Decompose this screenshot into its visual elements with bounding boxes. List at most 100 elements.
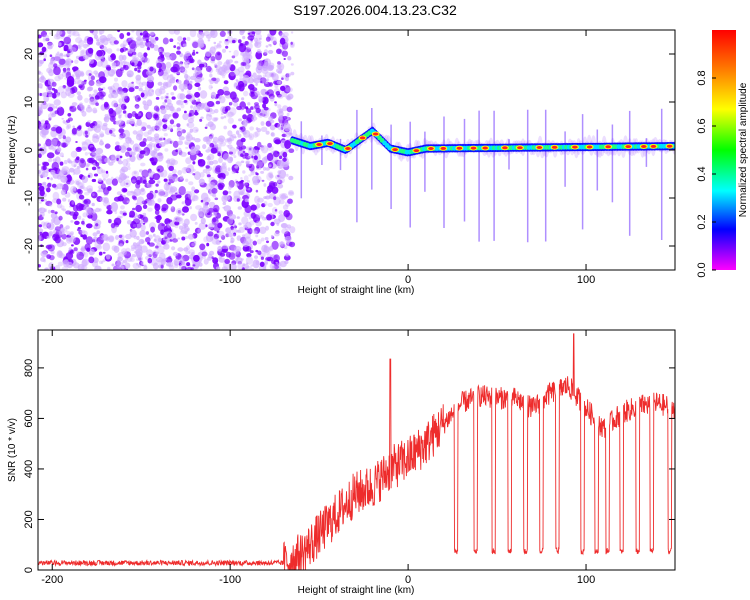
y-tick-label: 0 xyxy=(23,147,35,153)
noise-blob xyxy=(167,99,172,105)
noise-blob xyxy=(208,231,214,236)
noise-blob xyxy=(263,183,266,187)
noise-blob xyxy=(207,101,214,107)
noise-blob xyxy=(51,127,57,131)
noise-blob xyxy=(181,262,185,265)
noise-blob xyxy=(76,70,80,75)
noise-blob xyxy=(253,132,258,138)
noise-blob xyxy=(274,103,277,106)
noise-blob xyxy=(241,258,244,260)
noise-blob xyxy=(136,263,138,266)
noise-blob xyxy=(267,185,273,192)
noise-blob xyxy=(286,73,291,77)
noise-blob xyxy=(214,143,218,147)
noise-blob xyxy=(126,240,129,243)
colorbar-gradient xyxy=(712,30,736,270)
noise-blob xyxy=(56,53,60,56)
noise-blob xyxy=(156,165,164,172)
noise-blob xyxy=(123,213,127,216)
noise-blob xyxy=(225,106,231,111)
noise-blob xyxy=(246,147,250,151)
noise-blob xyxy=(60,205,65,208)
noise-blob xyxy=(274,232,280,236)
band-hotspot xyxy=(651,145,657,148)
noise-blob xyxy=(227,157,233,164)
noise-blob xyxy=(153,173,160,180)
noise-blob xyxy=(54,99,61,106)
y-tick-label: 800 xyxy=(23,359,35,377)
noise-blob xyxy=(183,54,189,60)
noise-blob xyxy=(242,119,248,125)
noise-blob xyxy=(194,112,199,116)
noise-blob xyxy=(51,139,57,146)
noise-blob xyxy=(75,141,78,143)
noise-blob xyxy=(243,151,246,154)
y-tick-label: -20 xyxy=(23,238,35,254)
noise-blob xyxy=(49,203,53,206)
noise-blob xyxy=(228,185,232,190)
noise-blob xyxy=(291,31,293,33)
noise-blob xyxy=(122,188,128,193)
noise-blob xyxy=(224,259,230,264)
noise-blob xyxy=(117,191,122,195)
noise-blob xyxy=(275,209,277,212)
noise-blob xyxy=(84,39,88,44)
noise-blob xyxy=(74,247,78,251)
noise-blob xyxy=(133,57,139,63)
noise-blob xyxy=(150,227,155,233)
noise-blob xyxy=(194,92,200,98)
noise-blob xyxy=(177,170,182,175)
noise-blob xyxy=(270,96,275,101)
band-hotspot xyxy=(552,146,558,149)
noise-blob xyxy=(271,37,277,44)
noise-blob xyxy=(265,237,269,240)
noise-blob xyxy=(106,254,111,259)
noise-blob xyxy=(93,90,97,94)
noise-blob xyxy=(148,258,153,264)
noise-blob xyxy=(40,87,42,89)
noise-blob xyxy=(48,159,52,163)
noise-blob xyxy=(165,184,172,192)
noise-blob xyxy=(98,71,105,80)
noise-blob xyxy=(276,68,282,73)
noise-blob xyxy=(193,255,200,262)
noise-blob xyxy=(126,158,130,162)
noise-blob xyxy=(80,230,85,234)
noise-blob xyxy=(95,223,98,226)
noise-blob xyxy=(223,126,227,130)
noise-blob xyxy=(175,193,177,195)
noise-blob xyxy=(44,208,47,212)
noise-blob xyxy=(178,140,183,145)
noise-blob xyxy=(137,255,141,258)
noise-blob xyxy=(287,57,291,60)
noise-blob xyxy=(65,210,71,214)
noise-blob xyxy=(257,251,261,256)
noise-blob xyxy=(256,65,263,73)
noise-blob xyxy=(290,72,294,76)
noise-blob xyxy=(184,219,190,226)
noise-blob xyxy=(209,251,214,256)
noise-blob xyxy=(187,122,194,128)
noise-blob xyxy=(215,198,219,201)
noise-blob xyxy=(260,146,264,151)
noise-blob xyxy=(47,152,55,158)
noise-blob xyxy=(188,191,196,200)
noise-blob xyxy=(191,243,196,247)
noise-blob xyxy=(82,111,87,117)
noise-blob xyxy=(285,87,293,92)
noise-blob xyxy=(56,30,62,35)
noise-blob xyxy=(285,196,288,198)
spectrogram-plot-area xyxy=(35,27,677,273)
noise-blob xyxy=(176,100,184,105)
noise-blob xyxy=(232,234,236,237)
noise-blob xyxy=(73,188,77,192)
noise-blob xyxy=(43,35,49,41)
noise-blob xyxy=(92,167,96,171)
noise-blob xyxy=(229,152,233,155)
noise-blob xyxy=(46,68,52,74)
noise-blob xyxy=(55,211,58,214)
noise-blob xyxy=(281,77,284,80)
noise-blob xyxy=(154,106,160,112)
noise-blob xyxy=(87,158,93,163)
noise-blob xyxy=(238,206,242,210)
